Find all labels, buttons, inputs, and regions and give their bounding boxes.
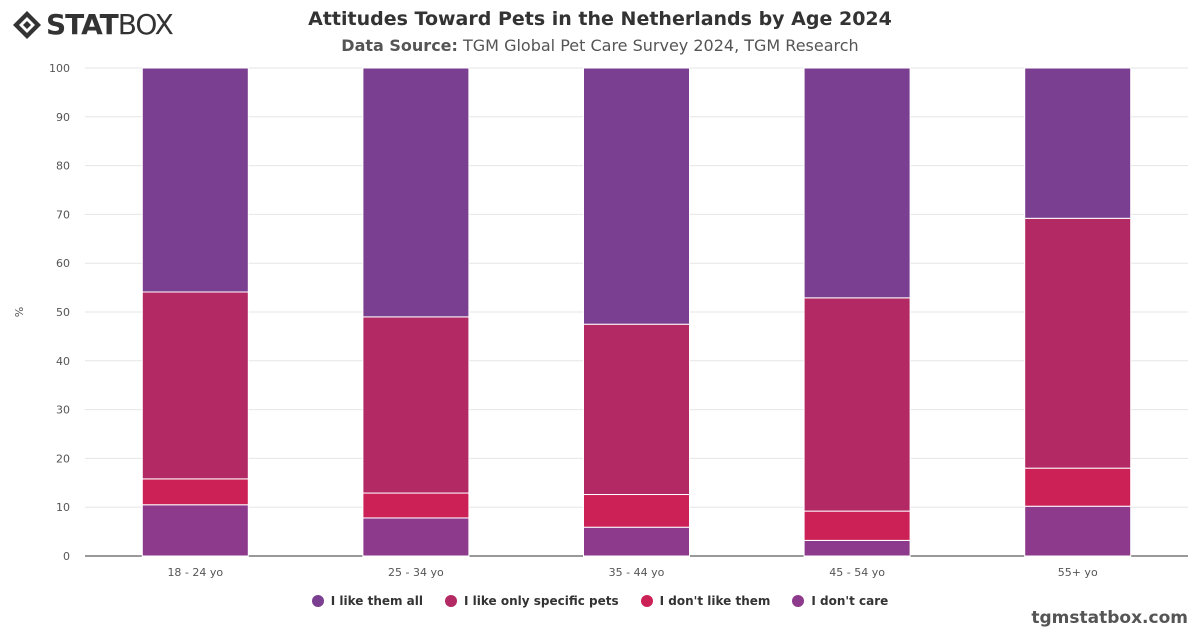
bar-segment-i-don-t-like-them — [1024, 467, 1132, 507]
x-tick-label: 35 - 44 yo — [609, 566, 665, 579]
bar-segment-i-don-t-like-them — [362, 492, 470, 519]
stacked-bar-chart: 0 10 20 30 40 50 60 70 80 90 100 18 - 24 yo 25 - 34… — [13, 62, 1188, 579]
y-tick-label: 70 — [56, 208, 70, 221]
y-tick-label: 40 — [56, 355, 70, 368]
x-tick-label: 18 - 24 yo — [167, 566, 223, 579]
bar-segment-i-don-t-care — [803, 539, 911, 557]
bar-segment-i-don-t-like-them — [141, 478, 249, 506]
bar-segment-i-don-t-care — [141, 504, 249, 557]
y-tick-label: 60 — [56, 257, 70, 270]
legend-dot-icon — [640, 595, 653, 607]
bar-segment-i-don-t-care — [362, 517, 470, 557]
y-tick-label: 80 — [56, 160, 70, 173]
bar-segment-i-don-t-care — [583, 526, 690, 557]
legend-dot-icon — [445, 595, 458, 607]
y-axis-label: % — [13, 307, 26, 317]
bar-segment-i-don-t-like-them — [583, 494, 690, 528]
y-tick-label: 20 — [56, 452, 70, 465]
x-tick-label: 45 - 54 yo — [829, 566, 885, 579]
legend-label: I don't like them — [659, 594, 771, 608]
legend-label: I like only specific pets — [464, 594, 619, 608]
bar-segment-i-like-them-all — [583, 67, 690, 325]
bar-segment-i-like-them-all — [362, 67, 470, 318]
y-tick-label: 90 — [56, 111, 70, 124]
legend-item[interactable]: I like them all — [311, 594, 424, 608]
y-tick-label: 0 — [63, 550, 70, 563]
legend: I like them all I like only specific pets… — [0, 594, 1200, 608]
legend-item[interactable]: I don't care — [792, 594, 888, 608]
bar-segment-i-like-only-specific-pets — [362, 316, 470, 494]
diamond-logo-icon — [13, 10, 41, 39]
y-axis-ticks: 0 10 20 30 40 50 60 70 80 90 100 — [49, 62, 70, 563]
x-axis-ticks: 18 - 24 yo 25 - 34 yo 35 - 44 yo 45 - 54 yo… — [167, 566, 1097, 579]
bar-segment-i-like-only-specific-pets — [583, 323, 690, 496]
data-source-label: Data Source: — [341, 36, 458, 55]
bars — [141, 67, 1132, 557]
bar-segment-i-don-t-care — [1024, 505, 1132, 557]
legend-dot-icon — [792, 595, 805, 607]
y-tick-label: 30 — [56, 404, 70, 417]
statbox-logo[interactable]: STAT BOX — [12, 8, 174, 41]
bar-segment-i-like-them-all — [141, 67, 249, 293]
chart-subtitle: Data Source: TGM Global Pet Care Survey … — [0, 36, 1200, 55]
legend-label: I like them all — [330, 594, 424, 608]
chart-title: Attitudes Toward Pets in the Netherlands… — [308, 8, 892, 30]
bar-segment-i-like-only-specific-pets — [1024, 217, 1132, 469]
y-tick-label: 100 — [49, 62, 70, 75]
bar-segment-i-like-only-specific-pets — [141, 291, 249, 480]
logo-text-bold: STAT — [46, 8, 119, 41]
x-tick-label: 55+ yo — [1058, 566, 1098, 579]
x-tick-label: 25 - 34 yo — [388, 566, 444, 579]
data-source-text: TGM Global Pet Care Survey 2024, TGM Res… — [457, 36, 859, 55]
bar-segment-i-don-t-like-them — [803, 510, 911, 541]
watermark: tgmstatbox.com — [1031, 608, 1188, 628]
bar-segment-i-like-them-all — [803, 67, 911, 299]
legend-dot-icon — [311, 595, 324, 607]
logo-text-light: BOX — [117, 8, 174, 41]
y-tick-label: 10 — [56, 501, 70, 514]
bar-segment-i-like-only-specific-pets — [803, 297, 911, 512]
legend-item[interactable]: I don't like them — [640, 594, 771, 608]
legend-item[interactable]: I like only specific pets — [445, 594, 619, 608]
y-tick-label: 50 — [56, 306, 70, 319]
legend-label: I don't care — [811, 594, 889, 608]
bar-segment-i-like-them-all — [1024, 67, 1132, 219]
